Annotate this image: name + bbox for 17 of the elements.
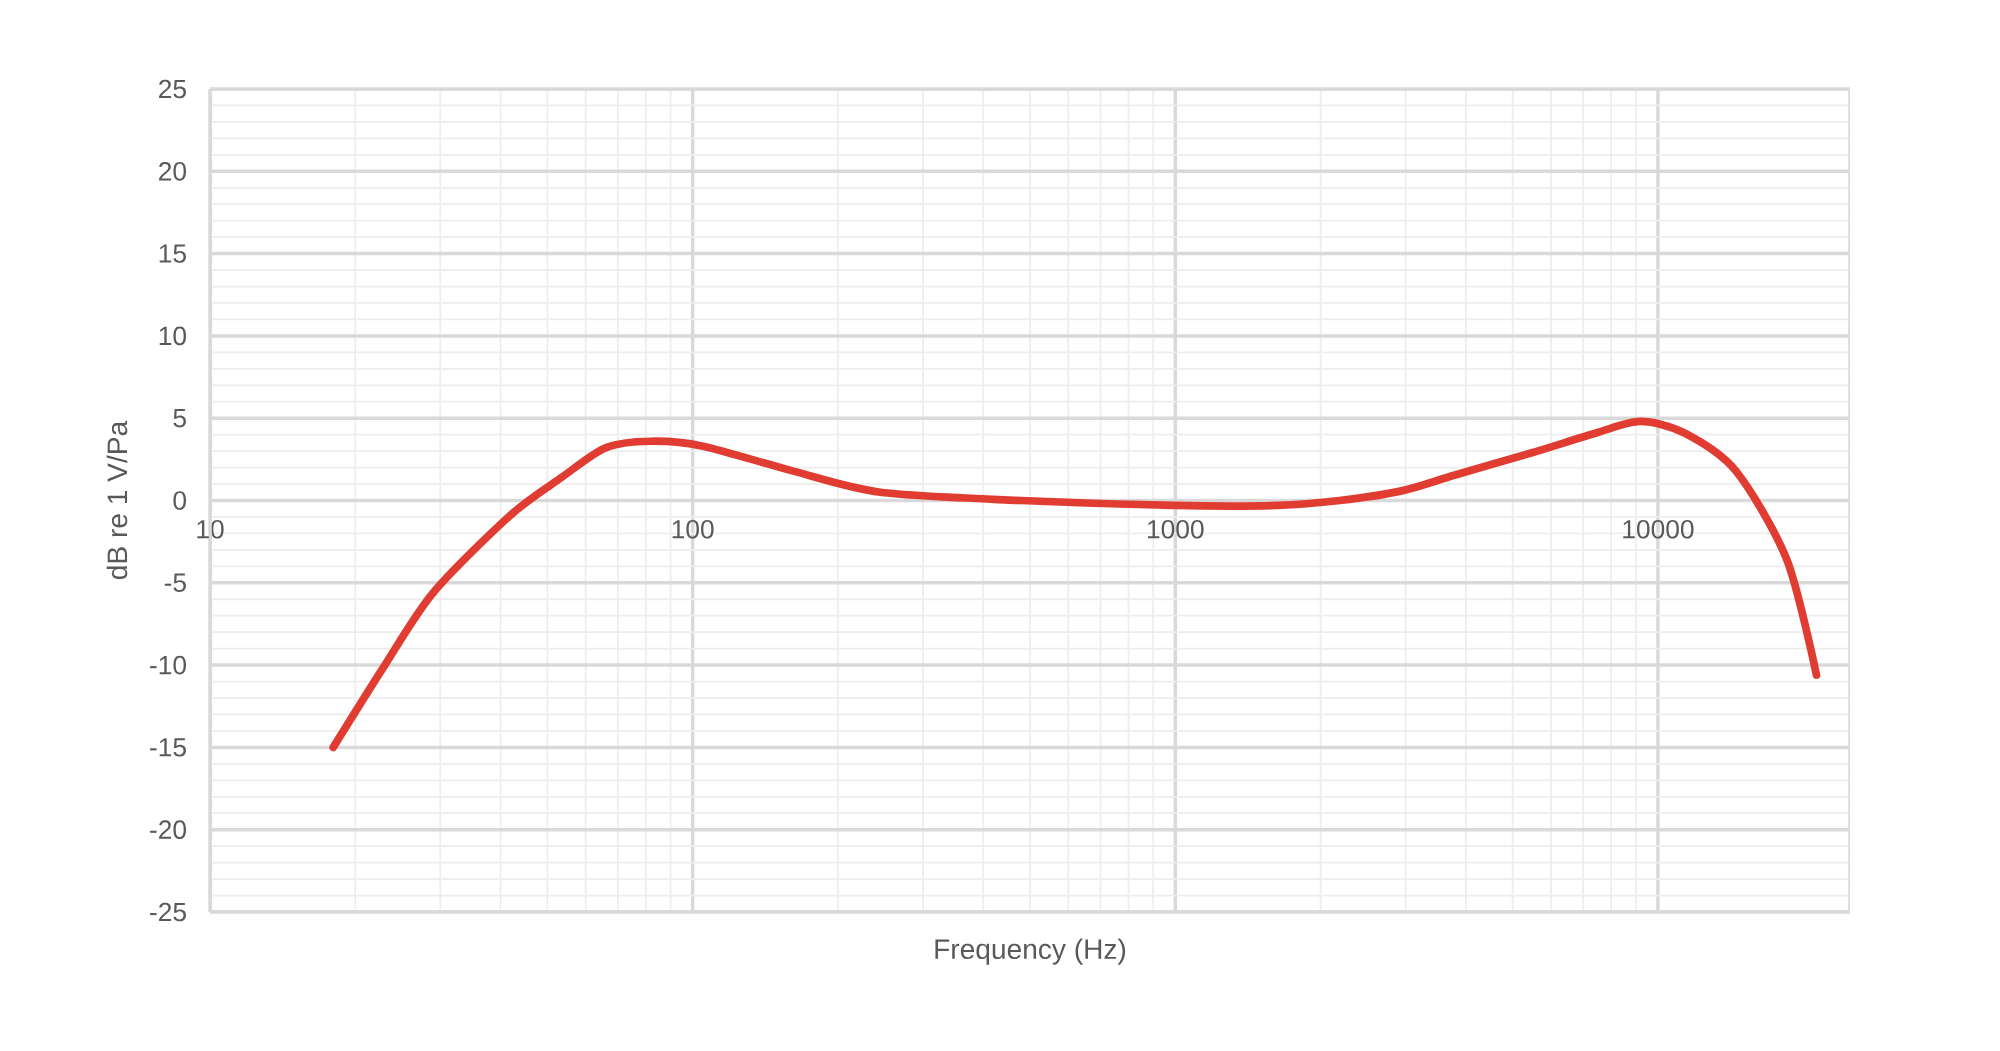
y-tick-label: 10	[159, 326, 187, 346]
x-tick-label: 1000	[1147, 519, 1204, 539]
y-axis-title: dB re 1 V/Pa	[106, 420, 128, 580]
y-tick-label: 0	[173, 491, 187, 510]
x-tick-label: 10	[197, 519, 224, 539]
y-tick-label: 15	[159, 244, 186, 263]
y-tick-label: 20	[159, 161, 187, 181]
x-axis-title: Frequency (Hz)	[935, 938, 1126, 965]
x-tick-label: 100	[672, 519, 714, 539]
y-tick-label: -5	[164, 573, 186, 593]
y-tick-label: -15	[150, 738, 186, 757]
y-tick-label: -10	[150, 655, 187, 675]
y-tick-label: -25	[150, 902, 186, 922]
x-tick-label: 10000	[1623, 519, 1694, 539]
y-tick-label: 5	[173, 409, 186, 428]
y-tick-label: 25	[159, 79, 186, 99]
y-tick-label: -20	[150, 820, 187, 840]
